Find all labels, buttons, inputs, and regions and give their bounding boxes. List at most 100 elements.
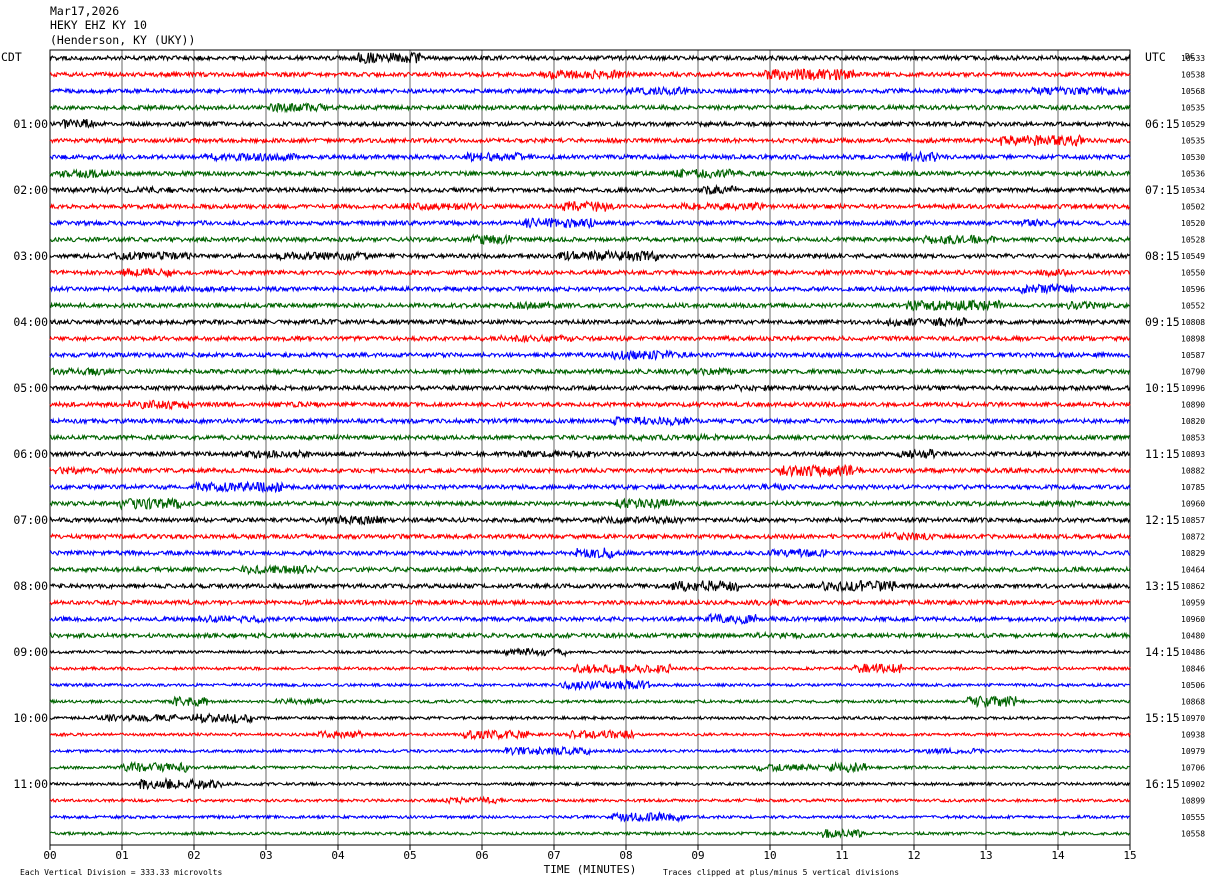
left-timezone-label: CDT xyxy=(1,50,22,64)
seismic-trace xyxy=(49,183,1131,195)
dc-offset-value: 10480 xyxy=(1181,632,1205,641)
dc-offset-value: 10938 xyxy=(1181,731,1205,740)
dc-label: DC xyxy=(1185,52,1195,61)
dc-offset-value: 10520 xyxy=(1181,219,1205,228)
left-hour-label: 06:00 xyxy=(13,447,48,461)
x-tick-label: 13 xyxy=(979,849,992,862)
dc-offset-value: 10960 xyxy=(1181,500,1205,509)
left-hour-label: 09:00 xyxy=(13,645,48,659)
x-tick-label: 10 xyxy=(763,849,776,862)
seismic-trace xyxy=(49,547,1131,560)
left-hour-label: 07:00 xyxy=(13,513,48,527)
seismic-trace xyxy=(49,248,1131,263)
seismic-trace xyxy=(49,267,1131,279)
dc-offset-value: 10862 xyxy=(1181,582,1205,591)
right-hour-label: 12:15 xyxy=(1145,513,1180,527)
dc-offset-value: 10890 xyxy=(1181,401,1205,410)
seismic-trace xyxy=(49,760,1131,774)
dc-offset-value: 10555 xyxy=(1181,813,1205,822)
seismic-trace xyxy=(49,51,1131,65)
x-tick-label: 05 xyxy=(403,849,416,862)
station-code: HEKY EHZ KY 10 xyxy=(50,18,147,32)
dc-offset-value: 10829 xyxy=(1181,549,1205,558)
seismic-trace xyxy=(49,496,1131,511)
seismic-trace xyxy=(49,597,1131,607)
right-hour-label: 06:15 xyxy=(1145,117,1180,131)
dc-offset-value: 10959 xyxy=(1181,599,1205,608)
seismic-trace xyxy=(49,217,1131,230)
x-tick-label: 00 xyxy=(43,849,56,862)
seismic-trace xyxy=(49,745,1131,757)
dc-offset-value: 10996 xyxy=(1181,384,1205,393)
right-hour-label: 11:15 xyxy=(1145,447,1180,461)
right-hour-label: 14:15 xyxy=(1145,645,1180,659)
seismic-trace xyxy=(49,612,1131,625)
seismic-trace xyxy=(49,349,1131,362)
left-hour-label: 03:00 xyxy=(13,249,48,263)
dc-offset-value: 10898 xyxy=(1181,335,1205,344)
x-tick-label: 11 xyxy=(835,849,848,862)
seismic-trace xyxy=(49,480,1131,494)
dc-offset-value: 10899 xyxy=(1181,797,1205,806)
left-hour-label: 01:00 xyxy=(13,117,48,131)
clipping-note: Traces clipped at plus/minus 5 vertical … xyxy=(663,868,899,877)
x-tick-label: 02 xyxy=(187,849,200,862)
left-hour-label: 10:00 xyxy=(13,711,48,725)
dc-offset-value: 10550 xyxy=(1181,269,1205,278)
seismic-trace xyxy=(49,134,1131,147)
x-tick-label: 06 xyxy=(475,849,488,862)
dc-offset-value: 10893 xyxy=(1181,450,1205,459)
dc-offset-value: 10857 xyxy=(1181,516,1205,525)
dc-offset-value: 10529 xyxy=(1181,120,1205,129)
dc-offset-value: 10535 xyxy=(1181,137,1205,146)
seismic-trace xyxy=(49,282,1131,295)
seismic-trace xyxy=(49,102,1131,114)
seismic-trace xyxy=(49,150,1131,163)
dc-offset-value: 10846 xyxy=(1181,665,1205,674)
x-tick-label: 08 xyxy=(619,849,632,862)
dc-offset-value: 10530 xyxy=(1181,153,1205,162)
seismic-trace xyxy=(49,415,1131,428)
left-hour-label: 08:00 xyxy=(13,579,48,593)
dc-offset-value: 10558 xyxy=(1181,830,1205,839)
seismic-trace xyxy=(49,233,1131,246)
seismic-trace xyxy=(49,383,1131,394)
seismic-trace xyxy=(49,399,1131,411)
dc-offset-value: 10549 xyxy=(1181,252,1205,261)
right-hour-label: 08:15 xyxy=(1145,249,1180,263)
seismic-trace xyxy=(49,828,1131,839)
dc-offset-value: 10502 xyxy=(1181,203,1205,212)
seismic-trace xyxy=(49,563,1131,576)
dc-offset-value: 10970 xyxy=(1181,714,1205,723)
dc-offset-value: 10872 xyxy=(1181,533,1205,542)
seismic-trace xyxy=(49,630,1131,641)
left-hour-label: 11:00 xyxy=(13,777,48,791)
seismic-trace xyxy=(49,776,1131,791)
vertical-division-note: Each Vertical Division = 333.33 microvol… xyxy=(20,868,222,877)
seismic-trace xyxy=(49,85,1131,97)
right-hour-label: 07:15 xyxy=(1145,183,1180,197)
seismic-trace xyxy=(49,580,1131,594)
dc-offset-value: 10902 xyxy=(1181,780,1205,789)
x-tick-label: 07 xyxy=(547,849,560,862)
right-hour-label: 09:15 xyxy=(1145,315,1180,329)
right-hour-label: 15:15 xyxy=(1145,711,1180,725)
seismic-trace xyxy=(49,811,1131,824)
seismic-trace xyxy=(49,463,1131,479)
dc-offset-value: 10960 xyxy=(1181,615,1205,624)
seismic-trace xyxy=(49,662,1131,675)
dc-offset-value: 10790 xyxy=(1181,368,1205,377)
dc-offset-value: 10533 xyxy=(1181,54,1205,63)
right-hour-label: 13:15 xyxy=(1145,579,1180,593)
dc-offset-value: 10853 xyxy=(1181,434,1205,443)
x-tick-label: 14 xyxy=(1051,849,1065,862)
seismic-trace xyxy=(49,712,1131,725)
dc-offset-value: 10568 xyxy=(1181,87,1205,96)
seismic-trace xyxy=(49,514,1131,526)
dc-offset-value: 10820 xyxy=(1181,417,1205,426)
dc-offset-value: 10528 xyxy=(1181,236,1205,245)
x-tick-label: 03 xyxy=(259,849,272,862)
dc-offset-value: 10486 xyxy=(1181,648,1205,657)
dc-offset-value: 10596 xyxy=(1181,285,1205,294)
